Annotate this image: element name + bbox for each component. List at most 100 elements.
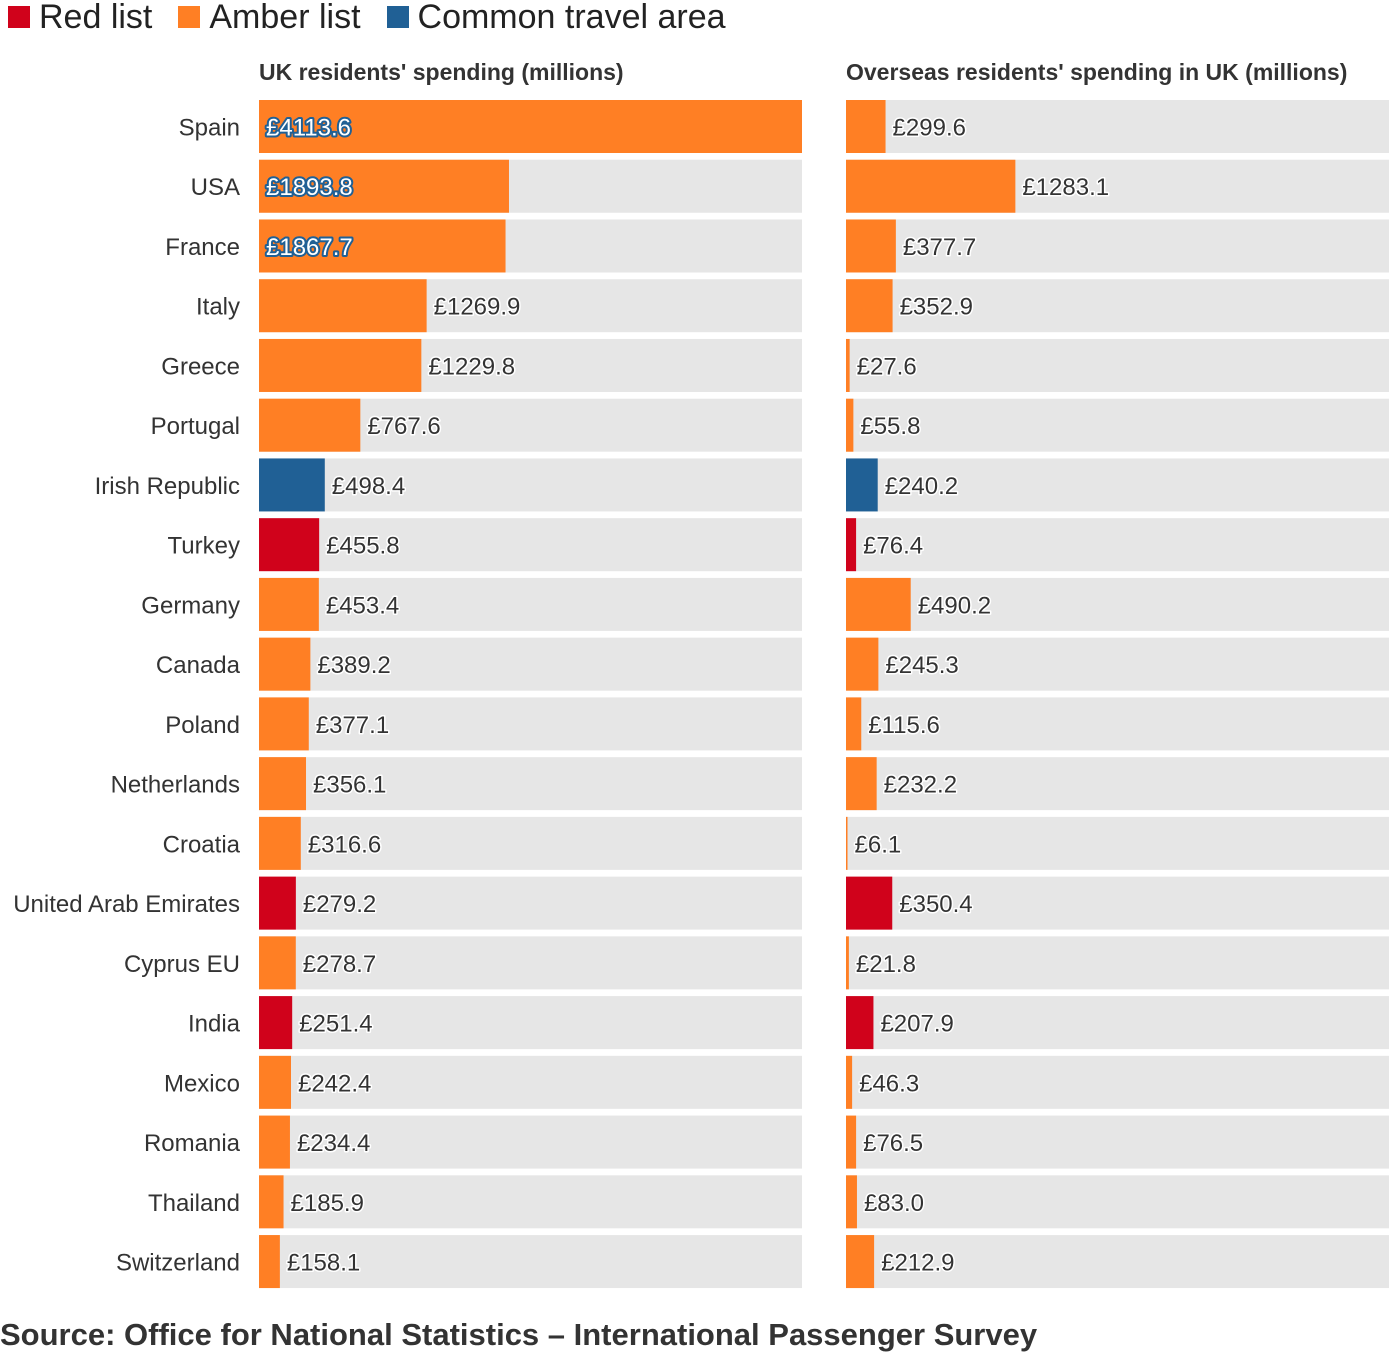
category-label: Portugal [151, 413, 240, 440]
bar [846, 577, 911, 631]
category-label: United Arab Emirates [13, 891, 240, 918]
bar [259, 996, 293, 1050]
source-note: Source: Office for National Statistics –… [0, 1317, 1038, 1352]
legend-item-red-list: Red list [8, 0, 152, 34]
bar [846, 100, 886, 153]
data-label: £1269.9 [434, 294, 521, 321]
bar-track [259, 697, 802, 751]
data-label: £232.2 [884, 772, 957, 799]
category-label: Spain [179, 115, 240, 142]
bar-track [846, 518, 1389, 572]
data-label: £4113.6 [266, 115, 351, 142]
bar [846, 996, 874, 1050]
category-label: Greece [161, 353, 240, 380]
category-label: Switzerland [116, 1250, 240, 1277]
data-label: £352.9 [900, 294, 973, 321]
data-label: £498.4 [332, 473, 405, 500]
data-label: £1229.8 [428, 353, 515, 380]
bar-track [259, 996, 802, 1050]
category-label: Germany [141, 592, 240, 619]
bar [846, 1115, 857, 1169]
data-label: £455.8 [326, 533, 399, 560]
category-label: Poland [165, 712, 240, 739]
bar-track [846, 1235, 1389, 1289]
data-label: £1283.1 [1022, 174, 1109, 201]
category-label: Croatia [163, 831, 241, 858]
category-label: India [188, 1011, 241, 1038]
category-label: Mexico [164, 1070, 240, 1097]
bar-track [259, 1055, 802, 1109]
category-label: USA [191, 174, 240, 201]
data-label: £46.3 [859, 1070, 919, 1097]
bar-track [259, 936, 802, 990]
bar [259, 458, 325, 512]
bar [259, 279, 427, 333]
bar-track [846, 936, 1389, 990]
bar [846, 876, 893, 930]
bar [259, 518, 320, 572]
data-label: £1867.7 [266, 234, 353, 261]
bar [846, 398, 854, 452]
legend-swatch-amber [178, 6, 201, 28]
data-label: £377.1 [316, 712, 389, 739]
bar-track [846, 398, 1389, 452]
data-label: £1893.8 [266, 174, 353, 201]
bar-track [846, 1115, 1389, 1169]
bar-track [846, 996, 1389, 1050]
bar-track [259, 816, 802, 870]
bar [846, 458, 878, 512]
data-label: £279.2 [303, 891, 376, 918]
bar [259, 1175, 284, 1229]
bar [846, 1055, 853, 1109]
data-label: £212.9 [881, 1250, 954, 1277]
bar-track [259, 757, 802, 811]
legend-swatch-cta [386, 6, 409, 28]
bar-track [259, 518, 802, 572]
bar-track [846, 219, 1389, 273]
bar-track [259, 637, 802, 691]
data-label: £158.1 [287, 1250, 360, 1277]
data-label: £350.4 [899, 891, 972, 918]
data-label: £251.4 [299, 1011, 372, 1038]
data-label: £767.6 [367, 413, 440, 440]
legend-item-amber-list: Amber list [178, 0, 361, 34]
data-label: £316.6 [308, 831, 381, 858]
bar-track [846, 816, 1389, 870]
legend-item-common-travel-area: Common travel area [386, 0, 726, 34]
bar-track [846, 697, 1389, 751]
data-label: £76.5 [863, 1130, 923, 1157]
bar-track [259, 1115, 802, 1169]
bar [259, 697, 309, 751]
bar-track [846, 458, 1389, 512]
category-label: Netherlands [111, 772, 240, 799]
panel-title: Overseas residents' spending in UK (mill… [846, 59, 1347, 85]
bar [259, 936, 296, 990]
data-label: £6.1 [855, 831, 902, 858]
bar [259, 1235, 280, 1289]
bar [259, 338, 422, 392]
bar-track [846, 637, 1389, 691]
bar [259, 219, 506, 273]
legend: Red list Amber list Common travel area [8, 0, 752, 34]
bar-track [259, 1235, 802, 1289]
bar [846, 518, 857, 572]
data-label: £245.3 [885, 652, 958, 679]
bar [846, 816, 848, 870]
bar-track [259, 1175, 802, 1229]
data-label: £185.9 [291, 1190, 364, 1217]
category-label: France [165, 234, 240, 261]
data-label: £278.7 [303, 951, 376, 978]
bar [259, 1115, 290, 1169]
bar-track [846, 279, 1389, 333]
bar [846, 279, 893, 333]
category-label: Romania [144, 1130, 241, 1157]
data-label: £356.1 [313, 772, 386, 799]
data-label: £242.4 [298, 1070, 371, 1097]
bar [846, 697, 862, 751]
data-label: £115.6 [868, 712, 940, 739]
bar [259, 159, 509, 213]
bar [846, 159, 1016, 213]
category-label: Thailand [148, 1190, 240, 1217]
category-label: Canada [156, 652, 241, 679]
category-label: Irish Republic [95, 473, 240, 500]
